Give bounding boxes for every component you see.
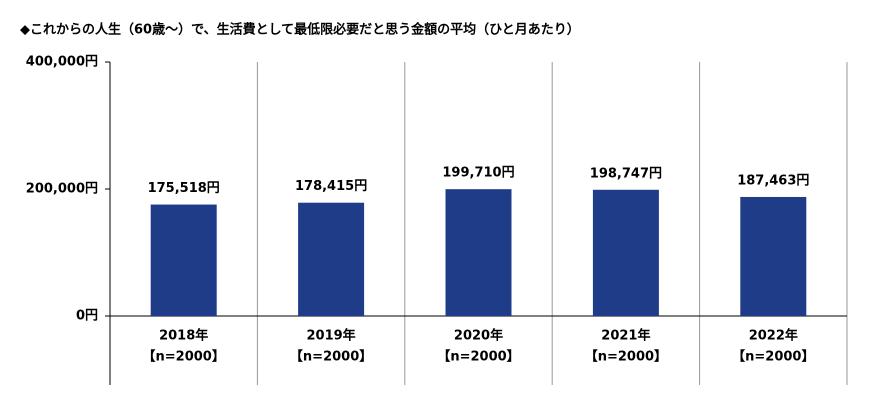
chart-title: ◆これからの人生（60歳～）で、生活費として最低限必要だと思う金額の平均（ひと月… (20, 22, 580, 38)
sample-size: 【n=2000】 (290, 349, 372, 365)
sample-size: 【n=2000】 (143, 349, 225, 365)
x-tick-label: 2019年 (307, 328, 356, 344)
value-label: 175,518円 (148, 181, 220, 196)
y-tick-label: 200,000円 (26, 182, 98, 197)
bar (592, 189, 659, 316)
sample-size: 【n=2000】 (585, 349, 667, 365)
bar (740, 196, 807, 316)
bar (150, 204, 217, 316)
value-label: 199,710円 (442, 166, 514, 181)
x-tick-label: 2022年 (749, 328, 798, 344)
value-label: 198,747円 (590, 166, 662, 181)
y-tick-label: 0円 (76, 309, 98, 324)
y-tick-label: 400,000円 (26, 55, 98, 70)
x-tick-label: 2020年 (454, 328, 503, 344)
x-tick-label: 2018年 (159, 328, 208, 344)
value-label: 187,463円 (737, 173, 809, 188)
x-tick-label: 2021年 (601, 328, 650, 344)
sample-size: 【n=2000】 (437, 349, 519, 365)
sample-size: 【n=2000】 (732, 349, 814, 365)
bar (298, 202, 365, 316)
value-label: 178,415円 (295, 179, 367, 194)
bar (445, 189, 512, 316)
